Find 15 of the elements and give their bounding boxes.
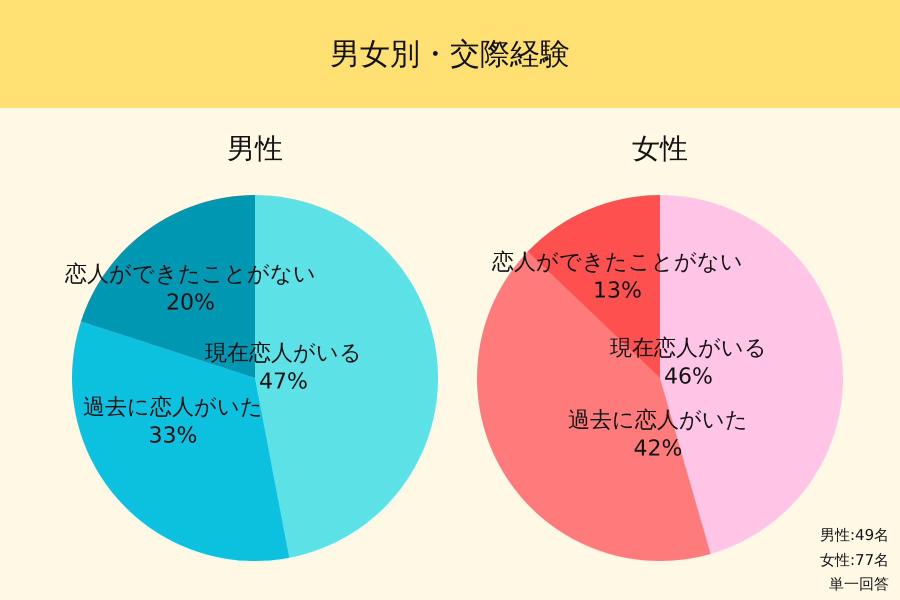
data-label: 47% xyxy=(259,370,308,395)
text: 男性:49名 xyxy=(820,526,890,544)
slice-label: 現在恋人がいる xyxy=(205,341,362,366)
data-label: 20% xyxy=(166,290,215,316)
slice-label: 過去に恋人がいた xyxy=(568,408,748,433)
chart-subtitle: 女性 xyxy=(632,132,688,165)
chart-title: 男女別・交際経験 xyxy=(0,0,900,108)
data-label: 42% xyxy=(634,436,682,462)
data-label: 13% xyxy=(593,278,642,304)
text: 女性:77名 xyxy=(820,551,890,569)
chart-subtitle: 男性 xyxy=(227,132,283,165)
text: 単一回答 xyxy=(829,575,889,593)
slice-label: 過去に恋人がいた xyxy=(83,395,263,420)
data-label: 33% xyxy=(148,424,198,449)
data-label: 46% xyxy=(664,364,713,390)
